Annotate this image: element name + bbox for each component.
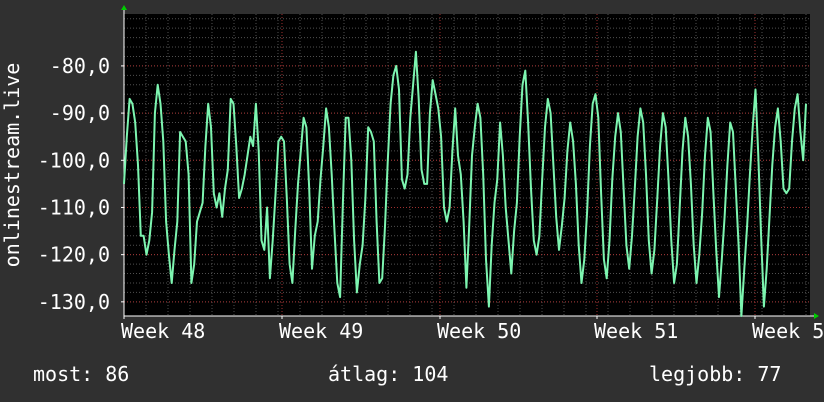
stat-best: legjobb: 77 xyxy=(649,362,781,386)
stat-best-value: 77 xyxy=(757,362,782,386)
x-axis-arrow xyxy=(814,313,819,319)
y-tick-label: -80,0 xyxy=(50,54,110,78)
y-tick-label: -120,0 xyxy=(38,243,110,267)
x-tick-label: Week 48 xyxy=(121,319,205,343)
x-tick-label: Week 5 xyxy=(752,319,824,343)
x-tick-label: Week 50 xyxy=(437,319,521,343)
grid xyxy=(123,14,810,316)
x-tick-label: Week 49 xyxy=(279,319,363,343)
stat-current-value: 86 xyxy=(105,362,130,386)
y-tick-label: -130,0 xyxy=(38,290,110,314)
stat-current: most: 86 xyxy=(33,362,129,386)
stat-average: átlag: 104 xyxy=(328,362,448,386)
line-chart: -80,0 -90,0 -100,0 -110,0 -120,0 -130,0 Week 4… xyxy=(0,5,824,343)
stat-average-label: átlag: xyxy=(328,362,401,386)
x-tick-label: Week 51 xyxy=(594,319,678,343)
y-axis-label: onlinestream.live xyxy=(0,63,24,268)
stat-average-value: 104 xyxy=(412,362,449,386)
y-tick-label: -90,0 xyxy=(50,101,110,125)
axes xyxy=(121,5,819,319)
series-line xyxy=(123,50,807,317)
stat-current-label: most: xyxy=(33,362,94,386)
stat-best-label: legjobb: xyxy=(649,362,746,386)
series xyxy=(123,50,807,317)
y-axis-arrow xyxy=(121,5,127,10)
y-tick-label: -110,0 xyxy=(38,195,110,219)
stats-bar: most: 86 átlag: 104 legjobb: 77 xyxy=(0,358,824,394)
tick-labels: -80,0 -90,0 -100,0 -110,0 -120,0 -130,0 Week 4… xyxy=(38,54,824,343)
y-tick-label: -100,0 xyxy=(38,148,110,172)
